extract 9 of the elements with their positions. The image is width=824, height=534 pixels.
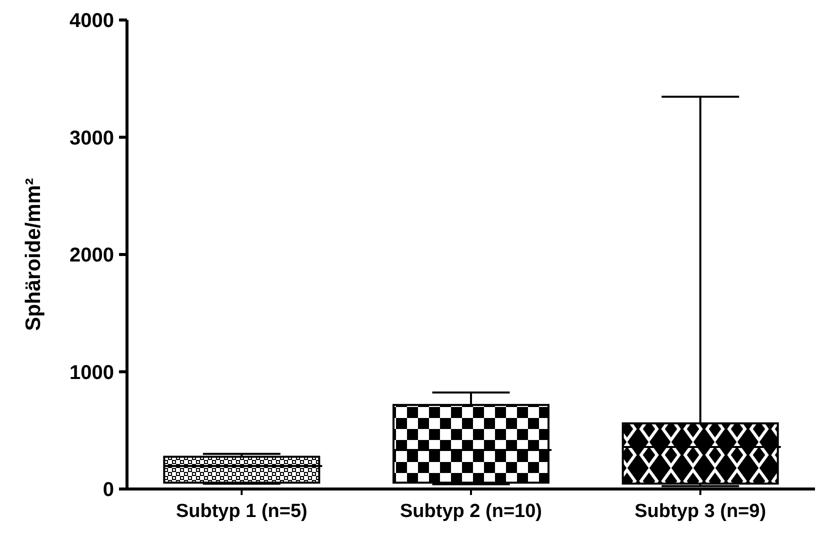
x-tick-label: Subtyp 3 (n=9) bbox=[634, 501, 766, 522]
x-tick-label: Subtyp 2 (n=10) bbox=[400, 501, 542, 522]
y-tick-label: 4000 bbox=[70, 10, 114, 32]
y-axis-title: Sphäroide/mm² bbox=[22, 178, 45, 331]
y-tick-label: 2000 bbox=[70, 244, 114, 266]
x-tick-label: Subtyp 1 (n=5) bbox=[176, 501, 308, 522]
y-tick-label: 3000 bbox=[70, 127, 114, 150]
y-tick-label: 1000 bbox=[70, 362, 114, 384]
y-tick-label: 0 bbox=[102, 479, 114, 501]
